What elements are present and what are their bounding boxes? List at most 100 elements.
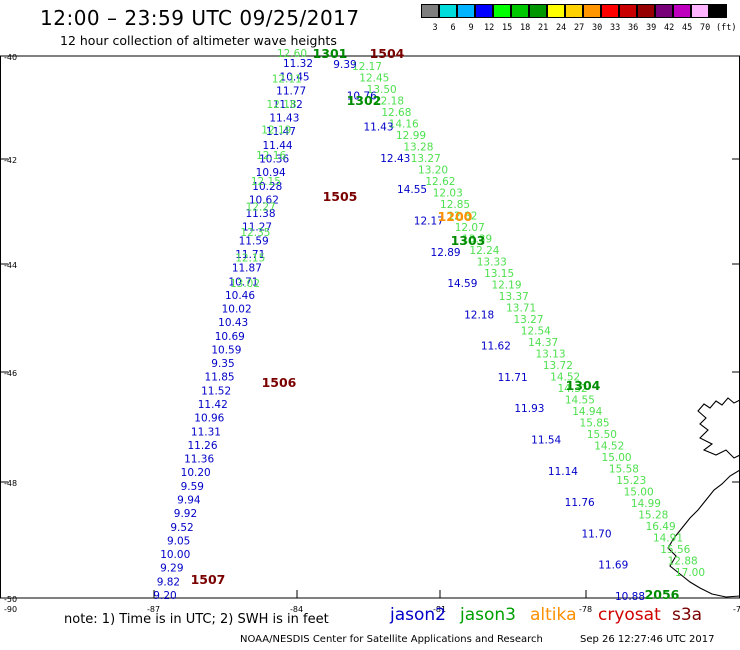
jason2-west-point: 9.52 [170,522,193,534]
jason2-east-point: 11.43 [363,122,393,134]
scale-swatch [457,4,475,18]
jason2-east-point: 11.70 [581,528,611,540]
scale-label: 30 [592,23,603,33]
jason3-east-point: 17.00 [675,567,705,579]
scale-label: 70 [700,23,711,33]
jason3-east-point: 16.49 [646,521,676,533]
jason2-west-point: 10.96 [194,413,224,425]
jason3-east-point: 12.68 [381,107,411,119]
jason3-east-point: 12.17 [352,61,382,73]
jason2-west-point: 10.46 [225,290,255,302]
jason3-east-point: 13.27 [513,314,543,326]
jason3-east-point: 14.37 [528,337,558,349]
legend-item-altika: altika [530,605,577,625]
pass-label: 1505 [323,189,358,204]
scale-swatch [637,4,655,18]
jason2-west-point: 9.92 [174,508,197,520]
corner-label: -90 [4,605,17,614]
lat-label: -50 [4,595,17,604]
jason3-east-point: 14.94 [572,406,602,418]
jason2-west-point: 11.52 [201,385,231,397]
lat-label: -42 [4,156,17,165]
jason2-west-point: 11.71 [235,249,265,261]
pass-label: 1507 [191,572,226,587]
scale-label: 33 [610,23,621,33]
jason2-east-point: 11.93 [514,403,544,415]
footer-agency: NOAA/NESDIS Center for Satellite Applica… [240,634,543,645]
jason2-west-point: 11.26 [187,440,217,452]
scale-label: 9 [468,23,474,33]
pass-label: 1200 [438,209,473,224]
jason2-west-point: 10.71 [228,276,258,288]
jason2-west-point: 9.20 [153,590,176,602]
scale-label: 6 [450,23,456,33]
jason3-east-point: 12.99 [396,130,426,142]
scale-swatch [439,4,457,18]
jason2-west-point: 9.82 [157,576,180,588]
lon-label: -84 [290,605,303,614]
jason2-west-point: 11.44 [263,140,293,152]
jason3-east-point: 12.88 [668,556,698,568]
jason2-west-point: 10.45 [280,72,310,84]
lat-label: -40 [4,53,17,62]
jason2-west-point: 9.94 [177,495,201,507]
jason2-east-point: 14.59 [447,278,477,290]
scale-label: 15 [502,23,513,33]
jason3-east-point: 15.00 [624,487,654,499]
jason2-east-point: 11.76 [565,497,595,509]
jason3-east-point: 12.07 [455,222,485,234]
jason3-east-point: 12.24 [469,245,499,257]
scale-label: 42 [664,23,675,33]
scale-label: 39 [646,23,657,33]
jason3-east-point: 12.45 [359,73,389,85]
jason3-west-point: 12.27 [246,201,276,213]
jason2-west-point: 10.59 [211,344,241,356]
jason2-west-point: 9.05 [167,535,190,547]
scale-label: 21 [538,23,549,33]
jason2-west-point: 11.32 [273,99,303,111]
scale-label: 3 [432,23,438,33]
map-frame [0,55,740,599]
scale-swatch [601,4,619,18]
lon-label: -81 [433,605,446,614]
scale-swatch [691,4,709,18]
jason3-east-point: 14.32 [558,383,588,395]
jason3-east-point: 15.28 [638,510,668,522]
scale-swatch [511,4,529,18]
jason3-east-point: 13.33 [477,257,507,269]
map-subtitle: 12 hour collection of altimeter wave hei… [60,33,337,48]
scale-swatch [583,4,601,18]
jason2-west-point: 11.85 [205,372,235,384]
jason3-west-point: 12.11 [272,74,302,86]
jason3-east-point: 13.13 [535,349,565,361]
lat-label: -48 [4,479,17,488]
jason2-west-point: 11.77 [276,85,306,97]
jason2-west-point: 9.35 [211,358,234,370]
lon-label: -87 [147,605,160,614]
jason3-east-point: 15.56 [660,544,690,556]
jason2-west-point: 11.38 [245,208,275,220]
jason2-east-point: 11.14 [548,466,578,478]
scale-label: 36 [628,23,639,33]
jason3-east-point: 15.58 [609,464,639,476]
jason2-east-point: 12.43 [380,153,410,165]
jason3-east-point: 12.18 [374,96,404,108]
footer-timestamp: Sep 26 12:27:46 UTC 2017 [580,634,715,645]
jason3-east-point: 14.16 [389,119,419,131]
jason3-east-point: 12.03 [433,188,463,200]
pass-label: 1302 [347,93,382,108]
jason2-west-point: 11.27 [242,222,272,234]
jason2-east-point: 12.18 [464,309,494,321]
jason2-west-point: 10.00 [160,549,190,561]
coastline [667,397,740,598]
jason3-east-point: 13.72 [543,360,573,372]
jason2-east-point: 10.88 [615,591,645,603]
scale-swatch [475,4,493,18]
jason3-east-point: 13.20 [418,165,448,177]
jason3-east-point: 14.91 [653,533,683,545]
jason2-east-point: 12.17 [414,215,444,227]
lon-label: -78 [579,605,592,614]
jason2-east-point: 12.89 [431,247,461,259]
